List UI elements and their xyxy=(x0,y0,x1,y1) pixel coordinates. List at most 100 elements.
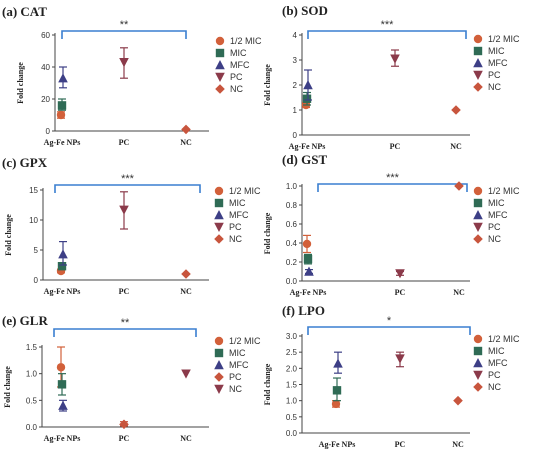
y-tick-label: 0.8 xyxy=(286,201,298,210)
category-label: NC xyxy=(180,287,192,296)
legend-marker xyxy=(473,370,483,380)
point-marker xyxy=(303,80,313,90)
point-marker xyxy=(57,101,67,110)
legend-marker xyxy=(473,82,483,92)
data-point-pc xyxy=(119,419,129,430)
legend-entry: PC xyxy=(214,372,242,382)
legend-label: PC xyxy=(488,222,501,232)
point-marker xyxy=(181,369,191,379)
legend-entry: 1/2 MIC xyxy=(214,336,261,346)
legend-marker xyxy=(473,358,483,368)
legend-entry: 1/2 MIC xyxy=(473,186,520,196)
data-point-nc xyxy=(181,369,191,379)
data-point-mfc xyxy=(58,66,68,89)
data-point-pc xyxy=(395,269,405,279)
data-point-mic xyxy=(57,262,67,271)
legend-entry: PC xyxy=(473,70,501,80)
point-marker xyxy=(58,249,68,259)
legend-marker xyxy=(215,72,225,82)
y-tick-label: 15 xyxy=(29,186,38,195)
legend-entry: MIC xyxy=(214,198,246,208)
significance-bracket xyxy=(54,184,201,193)
category-label: Ag-Fe NPs xyxy=(44,434,81,443)
point-marker xyxy=(454,181,464,191)
y-tick-label: 2 xyxy=(293,81,298,90)
legend-entry: MIC xyxy=(214,348,246,358)
point-marker xyxy=(119,205,129,215)
legend-marker xyxy=(214,210,224,220)
y-tick-label: 2.0 xyxy=(286,364,298,373)
category-label: NC xyxy=(452,440,464,449)
panel-title: (b) SOD xyxy=(282,3,328,18)
legend-entry: MIC xyxy=(473,46,505,56)
data-point-mfc xyxy=(304,266,314,276)
legend-entry: 1/2 MIC xyxy=(214,186,261,196)
y-tick-label: 1.0 xyxy=(286,182,298,191)
legend-label: MFC xyxy=(230,60,250,70)
data-point-nc xyxy=(453,395,463,406)
legend-marker xyxy=(214,186,224,196)
legend-entry: PC xyxy=(214,222,242,232)
legend-entry: MFC xyxy=(473,210,508,220)
data-point-nc xyxy=(454,181,464,191)
point-marker xyxy=(302,94,312,103)
point-marker xyxy=(395,269,405,279)
data-point-mic xyxy=(57,373,67,396)
legend-label: PC xyxy=(230,72,243,82)
legend-marker xyxy=(214,198,224,208)
panel-5: (e) GLR 0.0 0.5 1.0 1.5 Fold change Ag-Fe NPs P… xyxy=(2,313,261,443)
legend-label: PC xyxy=(229,222,242,232)
legend-entry: 1/2 MIC xyxy=(215,36,262,46)
legend-label: MIC xyxy=(488,198,505,208)
legend-label: MIC xyxy=(229,198,246,208)
legend-label: 1/2 MIC xyxy=(229,186,261,196)
point-marker xyxy=(453,395,463,406)
panel-4: (d) GST 0.0 0.2 0.4 0.6 0.8 1.0 Fold change Ag-F… xyxy=(263,152,520,297)
y-tick-label: 20 xyxy=(41,95,50,104)
y-tick-label: 0.5 xyxy=(286,413,298,422)
legend-entry: MFC xyxy=(214,360,249,370)
significance-stars: ** xyxy=(121,317,130,329)
legend-marker xyxy=(215,60,225,70)
y-tick-label: 2.5 xyxy=(286,348,298,357)
legend-label: MFC xyxy=(229,210,249,220)
point-marker xyxy=(119,58,129,68)
legend-entry: NC xyxy=(473,382,501,392)
y-tick-label: 5 xyxy=(34,246,39,255)
legend-marker xyxy=(473,222,483,232)
legend-entry: MIC xyxy=(473,198,505,208)
y-tick-label: 1.0 xyxy=(26,370,38,379)
point-marker xyxy=(451,105,461,115)
panel-title: (d) GST xyxy=(282,152,327,167)
y-axis-label: Fold change xyxy=(4,214,13,256)
legend-label: MIC xyxy=(488,46,505,56)
y-tick-label: 0.6 xyxy=(286,220,298,229)
data-point-mfc xyxy=(303,69,313,101)
category-label: Ag-Fe NPs xyxy=(289,142,326,151)
legend-marker xyxy=(473,186,483,196)
y-tick-label: 3 xyxy=(293,56,298,65)
y-tick-label: 4 xyxy=(293,31,298,40)
data-point-mfc xyxy=(58,399,68,412)
legend-marker xyxy=(473,198,483,208)
legend-marker xyxy=(215,36,225,46)
legend-marker xyxy=(473,210,483,220)
data-point-mfc xyxy=(58,241,68,266)
significance-stars: ** xyxy=(120,19,129,31)
legend-marker xyxy=(473,234,483,244)
data-point-nc xyxy=(181,124,191,135)
y-tick-label: 10 xyxy=(29,216,38,225)
data-point-mic xyxy=(332,377,342,402)
y-tick-label: 0.4 xyxy=(286,239,298,248)
legend-marker xyxy=(473,382,483,392)
legend-entry: PC xyxy=(473,222,501,232)
category-label: PC xyxy=(395,288,406,297)
point-marker xyxy=(333,358,343,368)
category-label: PC xyxy=(395,440,406,449)
point-marker xyxy=(57,380,67,389)
legend-marker xyxy=(214,348,224,358)
category-label: NC xyxy=(180,138,192,147)
legend-marker xyxy=(214,384,224,394)
significance-bracket xyxy=(317,183,468,192)
significance-bracket xyxy=(61,30,187,39)
